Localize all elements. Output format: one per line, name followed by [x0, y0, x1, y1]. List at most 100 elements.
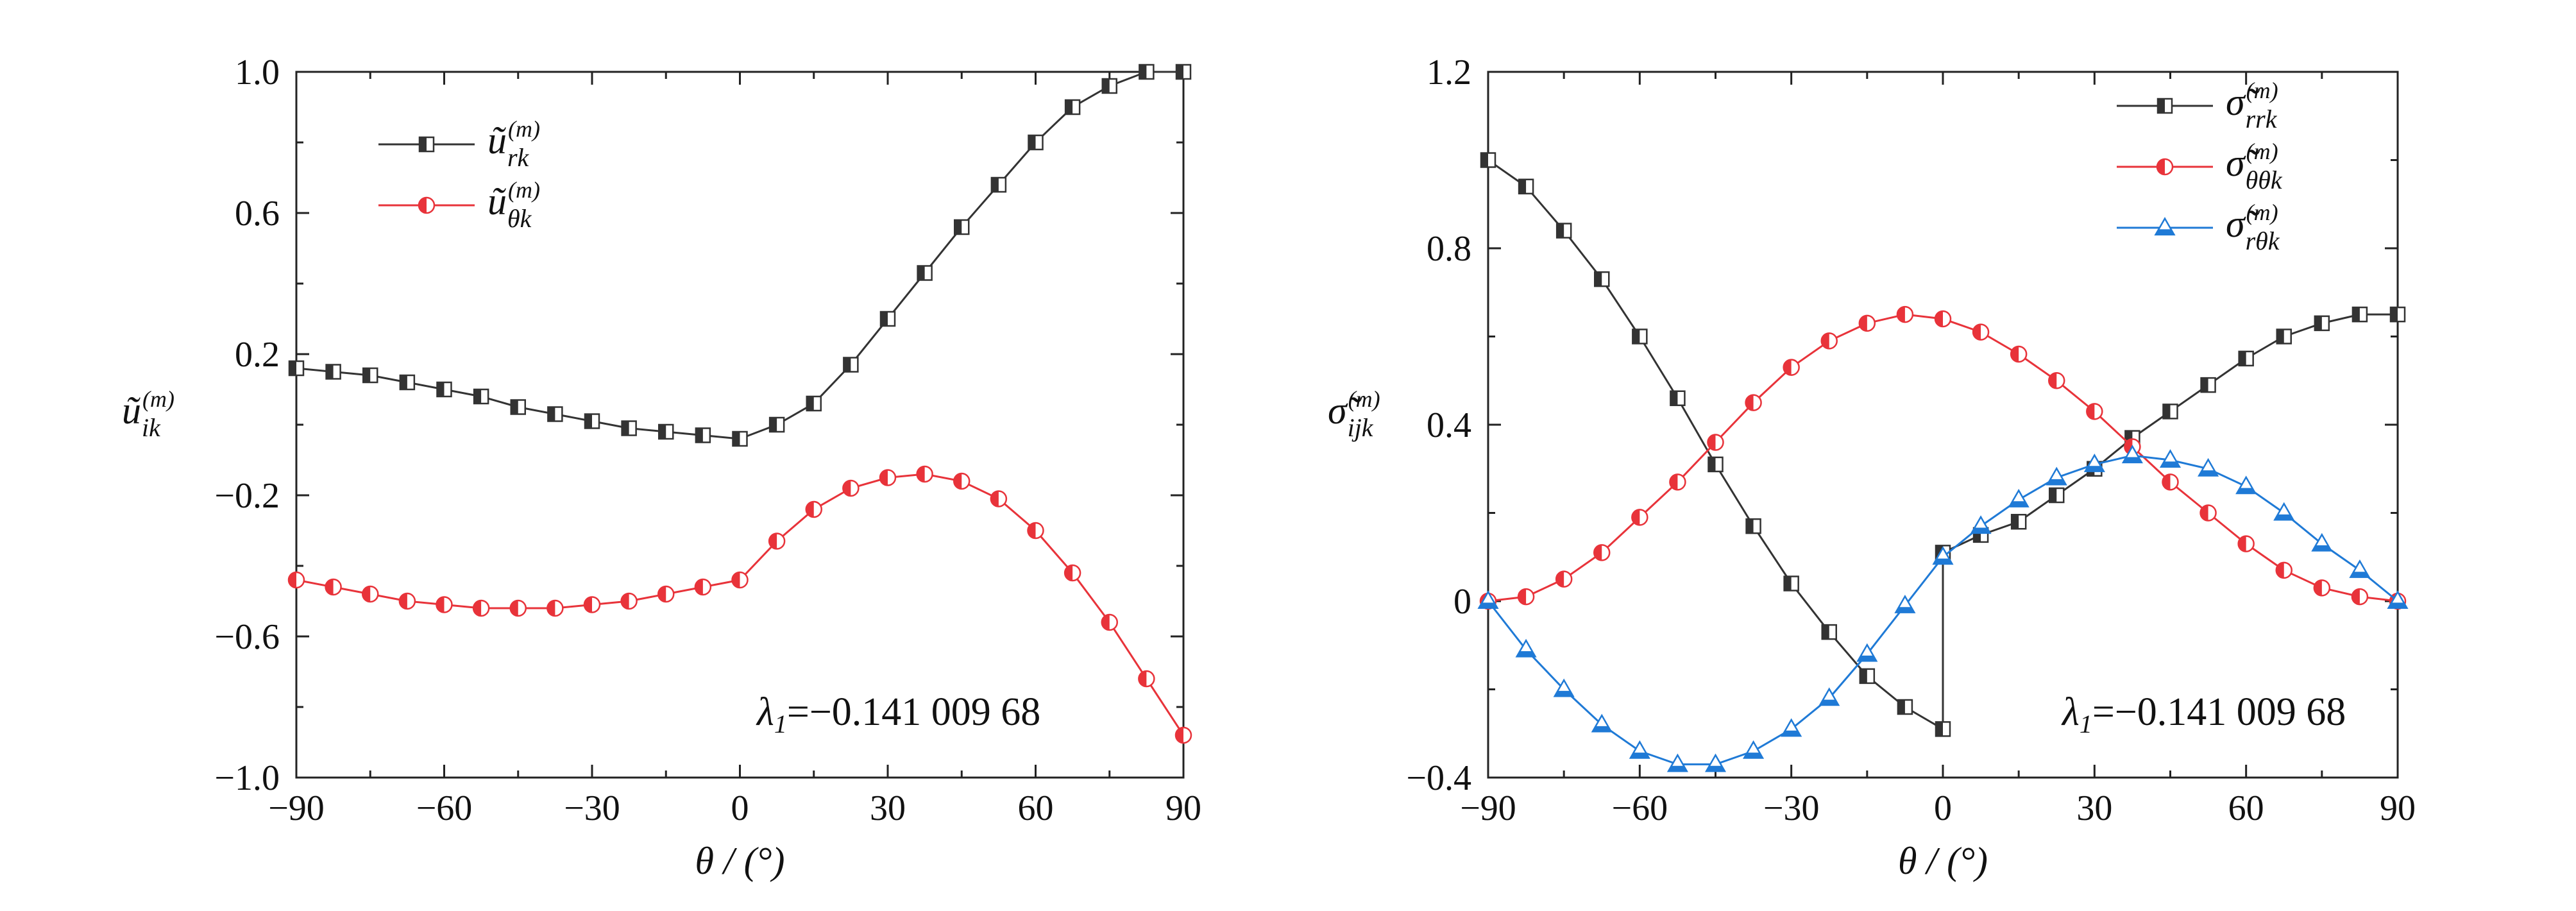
y-tick-label: −0.4: [1406, 758, 1471, 798]
data-point-fill: [1630, 753, 1649, 758]
lambda-symbol: λ: [2061, 690, 2080, 734]
lambda-value: =−0.141 009 68: [2092, 690, 2346, 734]
data-point-fill: [1707, 434, 1716, 450]
x-tick-label: −60: [1612, 788, 1668, 828]
data-point-fill: [1519, 179, 1527, 194]
series-line: [296, 71, 1183, 440]
x-tick-label: 0: [1934, 788, 1952, 828]
data-point-fill: [1594, 545, 1602, 561]
legend-label-sub: θk: [507, 204, 532, 233]
data-point-fill: [2011, 346, 2019, 362]
chart-1: −90 −60 −30 0 30 60 90 −1.0 −0.6 −0.2 0.2 0.6 1.0 θ /…: [122, 53, 1201, 882]
legend-label-sub: rθk: [2246, 226, 2280, 255]
lambda-annotation: λ1=−0.141 009 68: [2061, 690, 2346, 738]
x-tick-label: 30: [870, 788, 906, 828]
data-point-fill: [1102, 79, 1110, 93]
data-point-fill: [1557, 223, 1564, 238]
legend-label: ũ(m) rk: [487, 116, 540, 172]
data-point-fill: [2049, 373, 2057, 389]
data-point-fill: [362, 586, 371, 602]
x-tick-label: 0: [731, 788, 749, 828]
series-1: [288, 64, 1192, 447]
data-point-fill: [289, 572, 296, 588]
legend-label: ũ(m) θk: [487, 177, 540, 233]
x-tick-label: −30: [564, 788, 620, 828]
x-axis-title: θ / (°): [695, 840, 784, 882]
data-point-fill: [2162, 474, 2171, 490]
data-point-fill: [695, 428, 703, 443]
y-tick-label: 0.2: [235, 335, 280, 375]
legend-label-base: ũ: [487, 180, 507, 223]
data-point-fill: [733, 432, 740, 446]
data-point-fill: [990, 491, 999, 507]
data-point-fill: [1973, 324, 1981, 340]
legend-label-sup: (m): [2246, 78, 2278, 103]
legend-label-sub: rrk: [2246, 105, 2278, 133]
y-axis-title-sup: (m): [1348, 386, 1380, 412]
data-point-fill: [1065, 565, 1073, 581]
data-point-fill: [954, 220, 962, 234]
data-point-fill: [2012, 515, 2019, 529]
data-point-fill: [473, 600, 482, 616]
data-point-fill: [1028, 135, 1036, 149]
legend-label-sup: (m): [2246, 200, 2278, 225]
data-point-fill: [622, 421, 629, 436]
data-point-fill: [1744, 753, 1763, 758]
x-tick-label: −60: [416, 788, 473, 828]
legend-label: σ̃(m) rrk: [2226, 78, 2278, 133]
data-point-fill: [547, 600, 555, 616]
data-point-fill: [2276, 562, 2284, 578]
x-tick-label: −30: [1763, 788, 1820, 828]
data-point-fill: [659, 425, 666, 439]
data-point-fill: [511, 400, 518, 414]
data-point-fill: [1176, 728, 1183, 743]
legend-label-sub: rk: [507, 143, 530, 172]
data-point-fill: [1858, 655, 1877, 661]
y-axis-title: ũ(m) ik: [122, 386, 174, 442]
legend-marker-fill: [419, 198, 427, 213]
data-point-fill: [621, 593, 629, 609]
data-point-fill: [399, 593, 407, 609]
legend-marker-fill: [2158, 99, 2165, 113]
data-point-fill: [1933, 558, 1953, 565]
data-point-fill: [2239, 351, 2246, 366]
lambda-symbol: λ: [756, 690, 774, 734]
data-point-fill: [1176, 65, 1183, 79]
data-point-fill: [436, 597, 445, 613]
data-point-fill: [2314, 580, 2322, 596]
legend-label-sub: θθk: [2246, 166, 2283, 194]
data-point-fill: [1139, 671, 1147, 686]
data-point-fill: [991, 178, 999, 192]
y-tick-label: 1.2: [1427, 53, 1471, 92]
data-point-fill: [1670, 474, 1678, 490]
data-point-fill: [917, 266, 925, 280]
data-point-fill: [2087, 404, 2095, 420]
data-point-fill: [2009, 501, 2028, 507]
data-point-fill: [1822, 625, 1829, 640]
data-point-fill: [1859, 315, 1867, 331]
data-point-fill: [584, 597, 592, 613]
legend-label: σ̃(m) rθk: [2226, 200, 2280, 255]
legend-label-base: ũ: [487, 119, 507, 162]
data-point-fill: [474, 389, 482, 404]
data-point-fill: [1668, 765, 1687, 772]
lambda-annotation: λ1=−0.141 009 68: [756, 690, 1040, 738]
data-point-fill: [1895, 607, 1915, 613]
series-line: [296, 473, 1185, 736]
y-tick-label: 0.8: [1427, 229, 1471, 269]
data-point-fill: [1782, 730, 1801, 736]
data-point-fill: [1897, 700, 1905, 714]
data-point-fill: [1556, 571, 1564, 587]
y-axis-title-sub: ijk: [1348, 413, 1374, 442]
data-point-fill: [954, 473, 962, 489]
series-2: [287, 465, 1192, 744]
x-tick-label: 90: [1165, 788, 1201, 828]
data-point-fill: [880, 470, 888, 486]
data-point-fill: [2276, 329, 2284, 344]
data-point-fill: [2350, 572, 2369, 577]
legend-label-sup: (m): [508, 116, 540, 142]
data-point-fill: [1974, 527, 1981, 542]
lambda-value: =−0.141 009 68: [787, 690, 1040, 734]
data-point-fill: [1706, 765, 1725, 772]
